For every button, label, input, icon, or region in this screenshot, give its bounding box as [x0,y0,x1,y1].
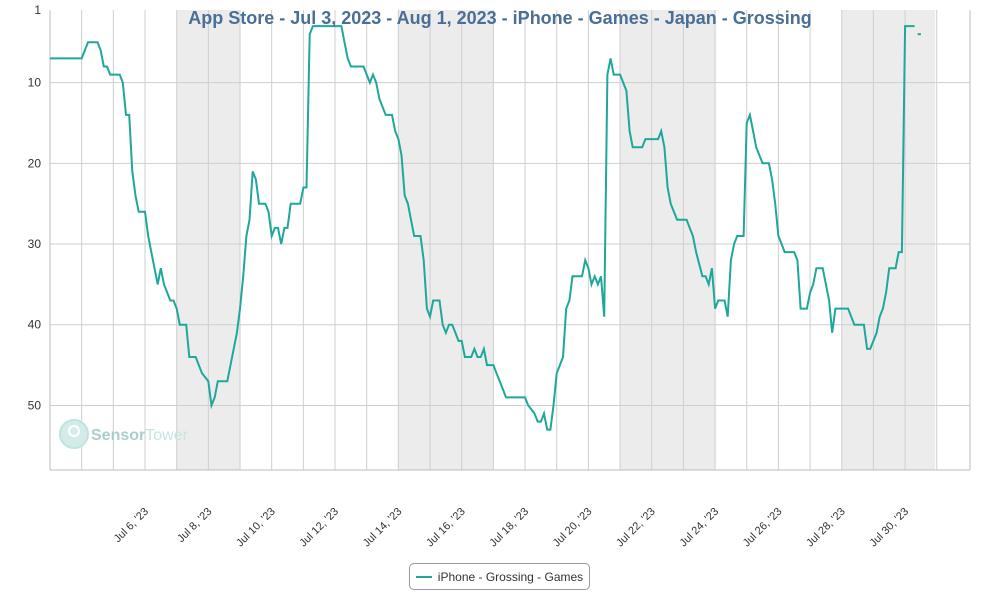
weekend-band-3 [620,10,716,470]
weekend-bands [176,10,936,470]
x-tick-label: Jul 6, '23 [112,506,151,545]
legend-swatch [415,575,432,578]
y-tick-label: 10 [28,76,42,90]
watermark-text-2: Tower [145,427,188,444]
x-tick-label: Jul 8, '23 [175,506,214,545]
y-tick-label: 40 [28,318,42,332]
x-tick-label: Jul 24, '23 [677,506,721,550]
y-tick-label: 20 [28,156,42,170]
axes [49,10,971,471]
weekend-band-2 [398,10,494,470]
legend-label: iPhone - Grossing - Games [437,569,584,584]
x-tick-label: Jul 16, '23 [424,506,468,550]
y-axis-tick-labels: 1 10 20 30 40 50 [28,3,42,412]
y-tick-label: 30 [28,237,42,251]
x-tick-label: Jul 22, '23 [614,506,658,550]
x-tick-label: Jul 30, '23 [867,506,911,550]
x-axis-tick-labels: Jul 6, '23 Jul 8, '23 Jul 10, '23 Jul 12, '… [112,506,911,550]
x-tick-label: Jul 28, '23 [804,506,848,550]
watermark: SensorTower [59,419,189,449]
svg-text:SensorTower: SensorTower [91,427,189,444]
watermark-text-1: Sensor [91,427,145,444]
x-tick-label: Jul 12, '23 [297,506,341,550]
weekend-band-4 [841,10,936,470]
sensor-tower-logo-inner [68,425,80,437]
series-line-1-segment-1 [50,25,915,431]
x-tick-label: Jul 10, '23 [234,506,278,550]
y-tick-label: 1 [34,3,41,17]
chart-title: App Store - Jul 3, 2023 - Aug 1, 2023 - … [188,8,812,28]
series-layer [50,25,921,431]
y-tick-label: 50 [28,398,42,412]
gridlines [50,10,970,470]
x-tick-label: Jul 20, '23 [551,506,595,550]
x-tick-label: Jul 18, '23 [487,506,531,550]
x-tick-label: Jul 26, '23 [741,506,785,550]
legend[interactable]: iPhone - Grossing - Games [409,563,590,590]
x-tick-label: Jul 14, '23 [361,506,405,550]
sensor-tower-logo-icon [59,419,89,449]
